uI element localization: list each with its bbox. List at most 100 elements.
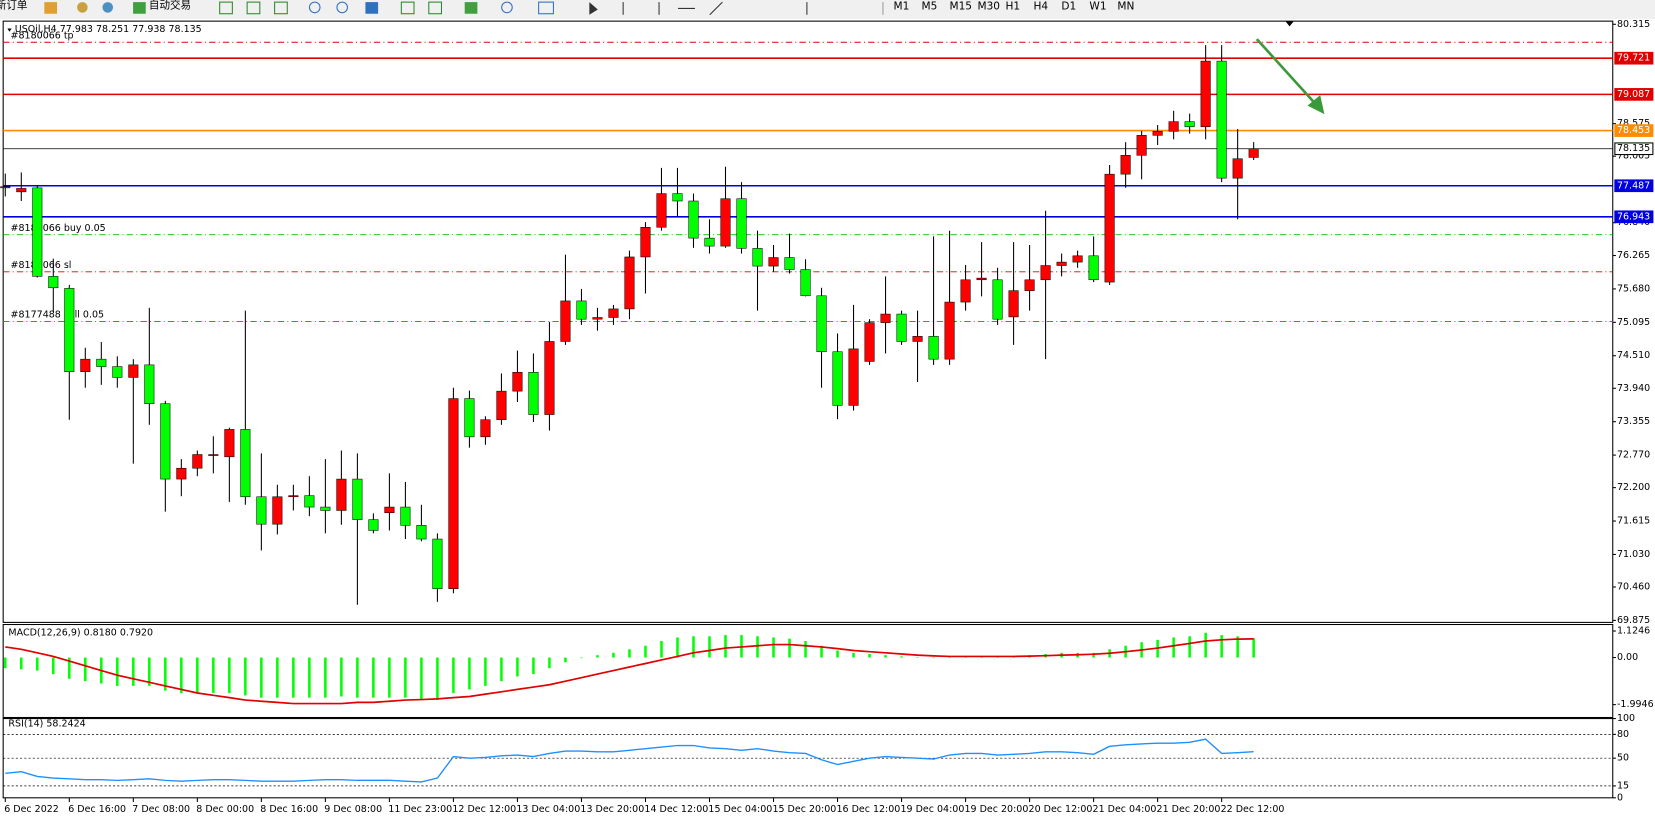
icon[interactable] xyxy=(538,1,554,15)
candle-body xyxy=(976,277,987,281)
icon[interactable] xyxy=(501,1,513,14)
annotation-arrow xyxy=(1255,38,1319,107)
timeframe-button[interactable]: M30 xyxy=(977,0,1000,12)
timeframe-button[interactable]: H4 xyxy=(1033,0,1048,12)
y-tick-label: 75.095 xyxy=(1617,317,1650,328)
icon[interactable] xyxy=(464,2,478,14)
histogram-bar xyxy=(884,655,887,658)
candle-body xyxy=(96,358,107,367)
y-tick-label: 72.770 xyxy=(1617,450,1650,461)
timeframe-button[interactable]: M5 xyxy=(921,0,937,12)
order-label: #8180066 tp xyxy=(11,30,74,41)
y-tick-label: 74.510 xyxy=(1617,350,1650,361)
y-tick-label: 0 xyxy=(1617,792,1623,803)
candle-body xyxy=(448,398,459,589)
y-tick-label: 69.875 xyxy=(1617,615,1650,626)
auto-trading-button[interactable]: 自动交易 xyxy=(149,0,191,11)
histogram-bar xyxy=(212,657,215,693)
candle-body xyxy=(1200,60,1211,128)
y-tick-label: 73.355 xyxy=(1617,416,1650,427)
candle-body xyxy=(256,496,267,525)
icon[interactable] xyxy=(365,2,379,14)
x-tick-label: 22 Dec 12:00 xyxy=(1221,804,1285,815)
candle-body xyxy=(16,188,27,193)
histogram-bar xyxy=(388,657,391,698)
indicator-title: MACD(12,26,9) 0.8180 0.7920 xyxy=(8,627,153,638)
candle-body xyxy=(1072,255,1083,263)
candle-body xyxy=(1232,158,1243,179)
histogram-bar xyxy=(292,657,295,698)
histogram-bar xyxy=(420,657,423,699)
price-level-tag xyxy=(1614,210,1654,224)
histogram-bar xyxy=(932,657,935,659)
histogram-bar xyxy=(820,645,823,658)
icon[interactable] xyxy=(400,1,415,15)
y-tick-label: 75.680 xyxy=(1617,283,1650,294)
histogram-bar xyxy=(500,657,503,682)
candle-body xyxy=(640,227,651,258)
histogram-bar xyxy=(196,657,199,693)
icon[interactable] xyxy=(44,2,58,14)
histogram-bar xyxy=(356,657,359,698)
candle-body xyxy=(384,506,395,514)
candle-body xyxy=(528,372,539,415)
y-tick-label: 76.265 xyxy=(1617,250,1650,261)
candle-body xyxy=(1024,279,1035,291)
candle-body xyxy=(48,276,59,289)
histogram-bar xyxy=(644,645,647,658)
indicator-line xyxy=(5,638,1254,705)
histogram-bar xyxy=(804,641,807,658)
histogram-bar xyxy=(4,657,7,669)
histogram-bar xyxy=(836,650,839,658)
zoom-out[interactable] xyxy=(336,1,349,14)
timeframe-button[interactable]: W1 xyxy=(1089,0,1106,12)
candle-body xyxy=(176,467,187,480)
timeframe-button[interactable]: M15 xyxy=(949,0,972,12)
histogram-bar xyxy=(84,657,87,682)
x-tick-label: 21 Dec 20:00 xyxy=(1157,804,1221,815)
candle-body xyxy=(464,398,475,438)
candle-body xyxy=(880,313,891,323)
timeframe-button[interactable]: D1 xyxy=(1061,0,1076,12)
zoom-in[interactable] xyxy=(308,1,321,14)
candle-body xyxy=(896,313,907,342)
plot-layer: 80.31578.57578.00576.84076.26575.68075.0… xyxy=(0,19,1654,815)
price-level-tag xyxy=(1614,179,1654,193)
candle-body xyxy=(432,538,443,589)
histogram-bar xyxy=(660,641,663,658)
histogram-bar xyxy=(260,657,263,698)
histogram-bar xyxy=(916,657,919,658)
candle-body xyxy=(1088,255,1099,281)
icon[interactable] xyxy=(428,1,443,15)
timeframe-button[interactable]: MN xyxy=(1117,0,1134,12)
order-label: #8177488 sell 0.05 xyxy=(11,310,105,321)
icon[interactable] xyxy=(219,1,233,15)
trendline-tool[interactable] xyxy=(709,1,723,16)
order-label: #8180066 buy 0.05 xyxy=(11,223,106,234)
histogram-bar xyxy=(276,657,279,698)
icon[interactable] xyxy=(77,2,88,13)
icon[interactable] xyxy=(274,1,288,15)
candle-body xyxy=(944,301,955,360)
indicator-line xyxy=(5,738,1254,783)
x-tick-label: 15 Dec 20:00 xyxy=(772,804,836,815)
histogram-bar xyxy=(1204,632,1207,658)
timeframe-button[interactable]: M1 xyxy=(894,0,910,12)
candle-body xyxy=(576,300,587,320)
price-level-label: 79.087 xyxy=(1617,89,1650,100)
icon[interactable] xyxy=(102,2,114,13)
candle-body xyxy=(192,454,203,469)
icon[interactable] xyxy=(246,1,261,15)
candle-body xyxy=(1040,265,1051,281)
cursor-tool[interactable] xyxy=(589,2,598,15)
timeframe-button[interactable]: H1 xyxy=(1005,0,1020,12)
histogram-bar xyxy=(244,657,247,696)
histogram-bar xyxy=(532,657,535,675)
histogram-bar xyxy=(452,657,455,693)
candle-body xyxy=(304,495,315,508)
histogram-bar xyxy=(1236,636,1239,658)
candle-body xyxy=(992,279,1003,320)
new-order-button[interactable]: 新订单 xyxy=(0,0,27,11)
auto-trading-icon[interactable] xyxy=(133,2,146,14)
candle-body xyxy=(960,279,971,303)
